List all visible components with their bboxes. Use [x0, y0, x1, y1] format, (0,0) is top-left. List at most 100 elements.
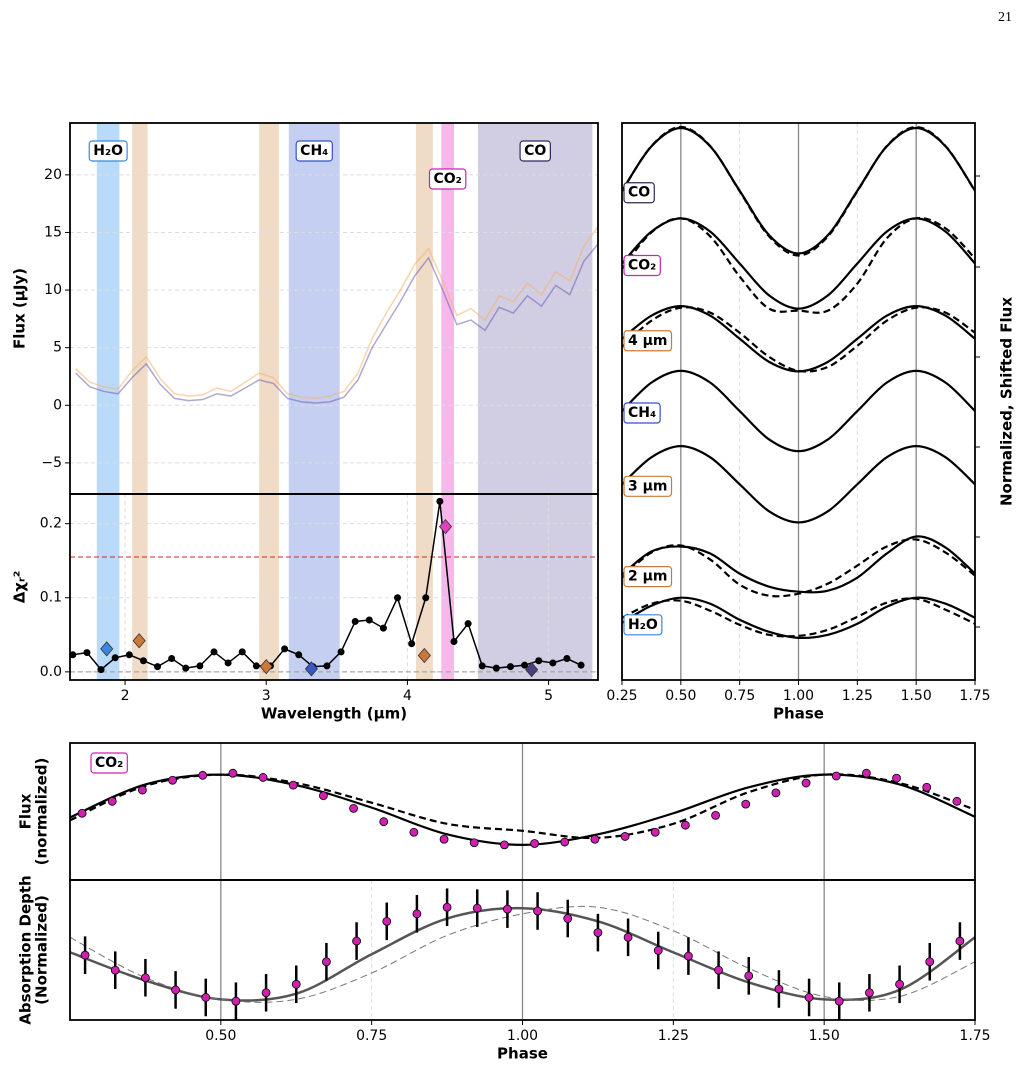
y-tick-label: 10 [44, 282, 62, 298]
axes-frame [621, 122, 976, 681]
highlight-marker [259, 659, 273, 675]
data-point [577, 661, 585, 669]
band-label: CH₄ [300, 143, 328, 159]
data-point [168, 655, 176, 663]
data-point [464, 620, 472, 628]
data-point [744, 971, 754, 981]
y-tick-label: 0.1 [40, 590, 62, 606]
data-point [831, 771, 841, 781]
x-tick-label: 0.50 [665, 688, 696, 704]
data-point [168, 775, 177, 785]
series-label-box [623, 614, 663, 636]
series-label-box [623, 330, 673, 352]
y-tick-label: 0.0 [40, 664, 62, 680]
data-point [530, 839, 539, 848]
data-point [125, 651, 133, 659]
band-label-box [519, 140, 551, 162]
data-point [623, 932, 633, 942]
data-point [895, 979, 904, 989]
x-tick-label: 4 [403, 688, 412, 704]
data-point [228, 768, 238, 778]
data-point [834, 996, 844, 1006]
x-tick-label: 1.75 [959, 688, 990, 704]
data-point [291, 979, 301, 989]
data-point [210, 648, 218, 656]
data-point [771, 788, 781, 798]
data-point [499, 840, 509, 850]
badge-label-box [90, 752, 128, 774]
y-axis-label: Absorption Depth [17, 875, 35, 1024]
series-label: 4 μm [628, 333, 668, 349]
data-point [97, 666, 105, 674]
band [478, 123, 593, 680]
data-point [182, 664, 190, 672]
series-label: 2 μm [628, 569, 668, 585]
data-point [351, 617, 359, 625]
series-label: CO [628, 185, 650, 201]
data-point [469, 838, 479, 848]
data-point [80, 950, 90, 960]
data-point [774, 984, 784, 994]
badge-label: CO₂ [95, 755, 123, 771]
data-point [322, 957, 331, 967]
data-point [107, 796, 117, 806]
x-tick-label: 0.75 [724, 688, 755, 704]
x-tick-label: 1.00 [507, 1028, 538, 1044]
data-point [711, 810, 720, 820]
data-point [892, 773, 901, 783]
band [96, 123, 120, 680]
x-tick-label: 2 [121, 688, 130, 704]
data-point [590, 834, 600, 844]
data-point [69, 651, 77, 659]
data-point [141, 973, 150, 983]
y-tick-label: 5 [53, 340, 62, 356]
series-label: 3 μm [628, 478, 668, 494]
series-label-box [623, 402, 661, 424]
x-tick-label: 0.75 [356, 1028, 387, 1044]
data-point [472, 903, 482, 913]
data-point [318, 791, 328, 801]
series-line [70, 906, 975, 1002]
x-axis-label: Wavelength (μm) [261, 705, 407, 723]
band [259, 123, 279, 680]
band-label-box [428, 168, 467, 190]
data-point [154, 663, 162, 671]
band [415, 123, 433, 680]
highlight-marker [525, 662, 539, 678]
highlight-marker [417, 647, 431, 664]
axes-frame [69, 493, 599, 681]
x-tick-label: 0.25 [606, 688, 637, 704]
data-point [681, 820, 690, 830]
data-point [349, 803, 358, 813]
y-tick-label: 0 [53, 397, 62, 413]
band-label: CO [524, 143, 546, 159]
data-point [593, 928, 603, 938]
x-tick-label: 5 [544, 688, 553, 704]
data-point [804, 993, 814, 1002]
series-label: CH₄ [628, 405, 656, 421]
data-point [436, 497, 444, 505]
data-point [450, 637, 458, 645]
series-label: CO₂ [628, 258, 656, 274]
data-point [288, 780, 298, 790]
data-point [865, 988, 874, 998]
data-point [77, 808, 87, 818]
data-point [258, 773, 268, 782]
highlight-marker [132, 633, 146, 649]
data-point [925, 957, 935, 967]
data-point [714, 965, 723, 975]
data-point [922, 782, 932, 792]
series-label: H₂O [628, 617, 658, 633]
data-point [439, 834, 449, 844]
data-point [110, 965, 120, 975]
y-axis-label: (normalized) [33, 758, 51, 866]
series-line [70, 905, 975, 1003]
x-tick-label: 1.50 [901, 688, 932, 704]
data-point [382, 916, 392, 926]
y-tick-label: 0.2 [40, 516, 62, 532]
series-line [70, 773, 975, 840]
data-point [478, 662, 486, 670]
series-line [75, 243, 598, 404]
data-point [261, 988, 271, 998]
data-point [352, 936, 361, 946]
